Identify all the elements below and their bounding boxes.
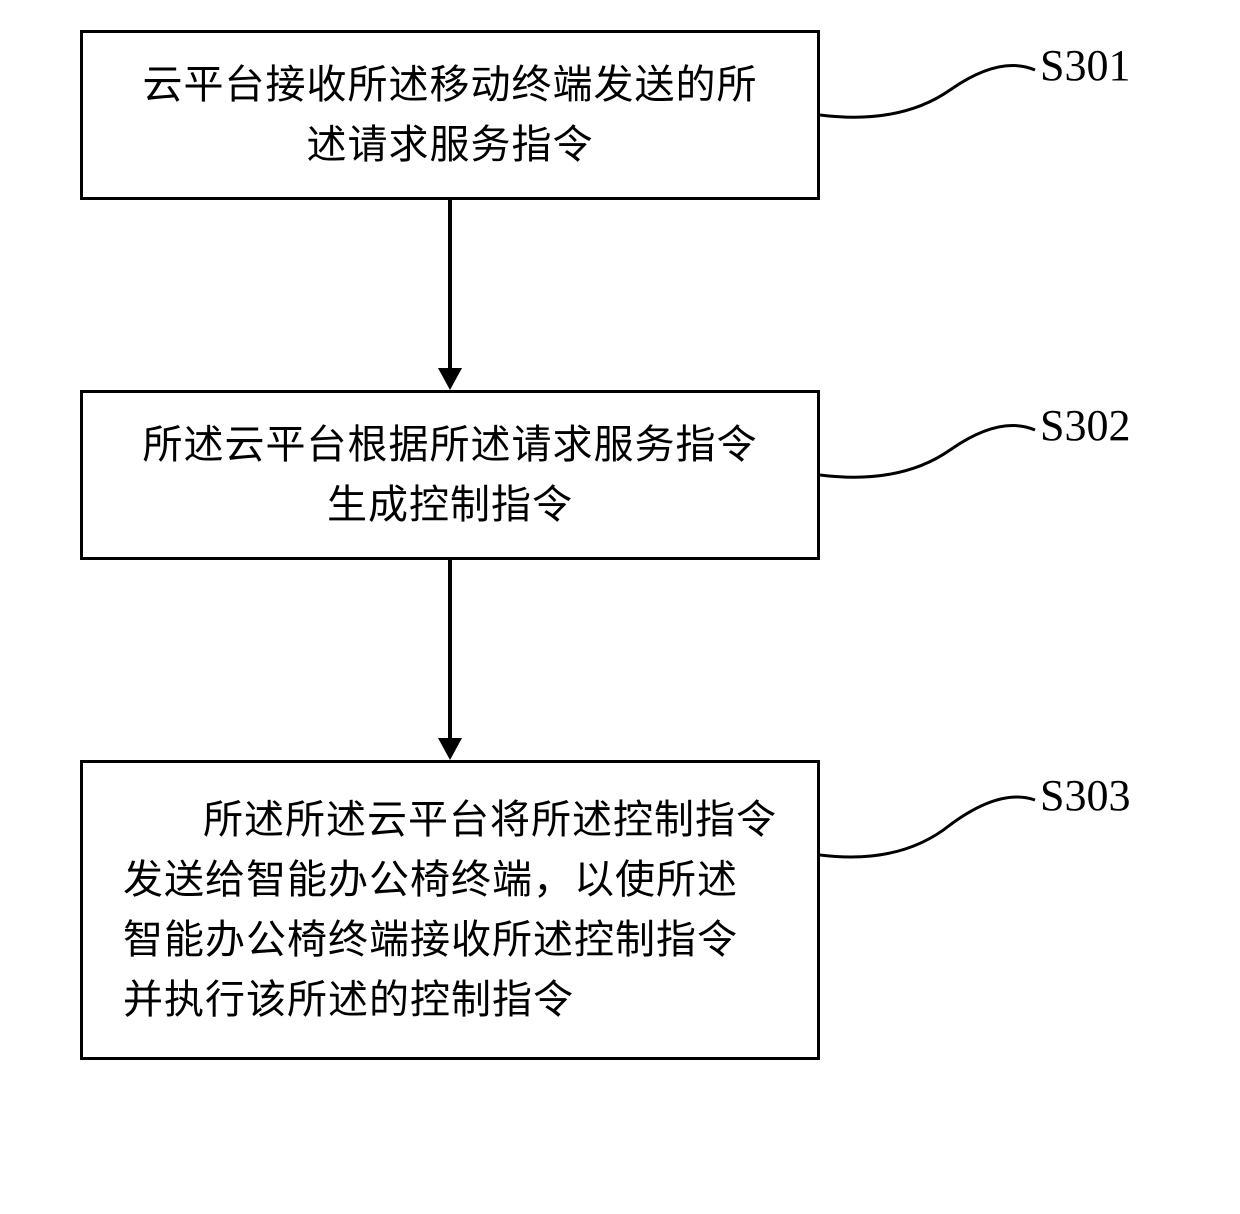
step-label-s301: S301 <box>1040 40 1130 91</box>
arrow-line-2 <box>448 560 452 740</box>
flowchart-container: 云平台接收所述移动终端发送的所述请求服务指令 S301 所述云平台根据所述请求服… <box>0 0 1240 1214</box>
node-text-s303: 所述所述云平台将所述控制指令发送给智能办公椅终端，以使所述智能办公椅终端接收所述… <box>123 790 777 1030</box>
arrow-head-2 <box>438 738 462 760</box>
flowchart-node-s301: 云平台接收所述移动终端发送的所述请求服务指令 <box>80 30 820 200</box>
label-connector-s303 <box>820 770 1040 890</box>
node-text-s302: 所述云平台根据所述请求服务指令生成控制指令 <box>143 415 758 535</box>
node-text-s301: 云平台接收所述移动终端发送的所述请求服务指令 <box>143 55 758 175</box>
label-connector-s302 <box>820 400 1040 510</box>
step-label-s303: S303 <box>1040 770 1130 821</box>
step-label-s302: S302 <box>1040 400 1130 451</box>
arrow-head-1 <box>438 368 462 390</box>
label-connector-s301 <box>820 40 1040 150</box>
arrow-line-1 <box>448 200 452 370</box>
flowchart-node-s303: 所述所述云平台将所述控制指令发送给智能办公椅终端，以使所述智能办公椅终端接收所述… <box>80 760 820 1060</box>
flowchart-node-s302: 所述云平台根据所述请求服务指令生成控制指令 <box>80 390 820 560</box>
